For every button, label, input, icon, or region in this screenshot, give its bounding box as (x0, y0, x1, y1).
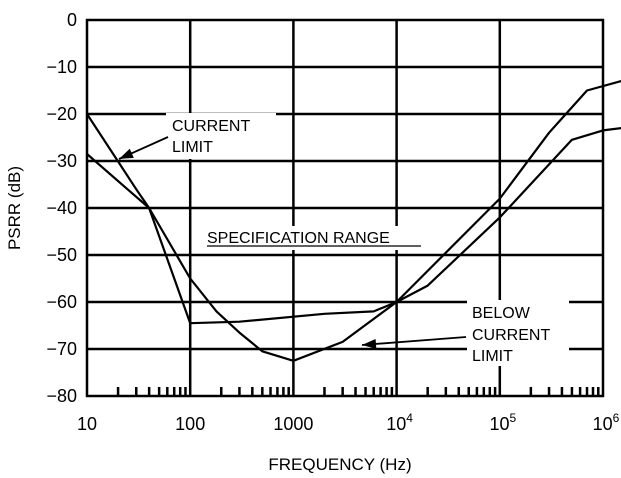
y-axis-label: PSRR (dB) (5, 166, 24, 250)
y-tick-label: −40 (46, 198, 77, 218)
x-tick-label: 105 (489, 411, 516, 434)
annotation-below-line1: BELOW (472, 305, 531, 322)
annotation-backgrounds (166, 113, 569, 366)
annotation-current-limit: CURRENT LIMIT (172, 118, 250, 156)
x-minor-ticks (116, 387, 600, 396)
y-tick-label: −10 (46, 57, 77, 77)
annotation-below-line3: LIMIT (472, 348, 513, 365)
x-tick-label: 106 (593, 411, 620, 434)
series-line-1 (86, 80, 621, 362)
annotation-current-limit-line1: CURRENT (172, 118, 250, 135)
y-tick-label: −20 (46, 104, 77, 124)
annotation-below-line2: CURRENT (472, 327, 550, 344)
annotation-bg (467, 300, 569, 366)
arrow-shaft (361, 336, 467, 346)
x-tick-label: 104 (386, 411, 413, 434)
x-tick-label: 100 (175, 414, 205, 434)
annotation-spec-range-text: SPECIFICATION RANGE (207, 230, 390, 247)
plot-frame (85, 18, 605, 398)
x-axis-label: FREQUENCY (Hz) (268, 455, 411, 474)
y-tick-label: −30 (46, 151, 77, 171)
x-tick-label: 1000 (273, 414, 313, 434)
series-line-2 (86, 127, 621, 325)
series-layer (86, 80, 621, 362)
y-tick-label: −50 (46, 245, 77, 265)
y-tick-label: −70 (46, 339, 77, 359)
arrow-head (362, 338, 377, 349)
y-tick-label: −60 (46, 292, 77, 312)
x-tick-labels: 10 100 1000 104 105 106 (77, 411, 620, 434)
y-tick-label: 0 (67, 10, 77, 30)
annotation-bg (166, 113, 276, 159)
annotation-arrows (118, 136, 467, 349)
y-tick-label: −80 (46, 386, 77, 406)
annotation-specification-range: SPECIFICATION RANGE (207, 230, 421, 247)
annotation-current-limit-line2: LIMIT (172, 139, 213, 156)
arrow-head (119, 148, 134, 159)
x-tick-label: 10 (77, 414, 97, 434)
y-tick-labels: 0 −10 −20 −30 −40 −50 −60 −70 −80 (46, 10, 77, 406)
annotation-below-current-limit: BELOW CURRENT LIMIT (472, 305, 550, 365)
